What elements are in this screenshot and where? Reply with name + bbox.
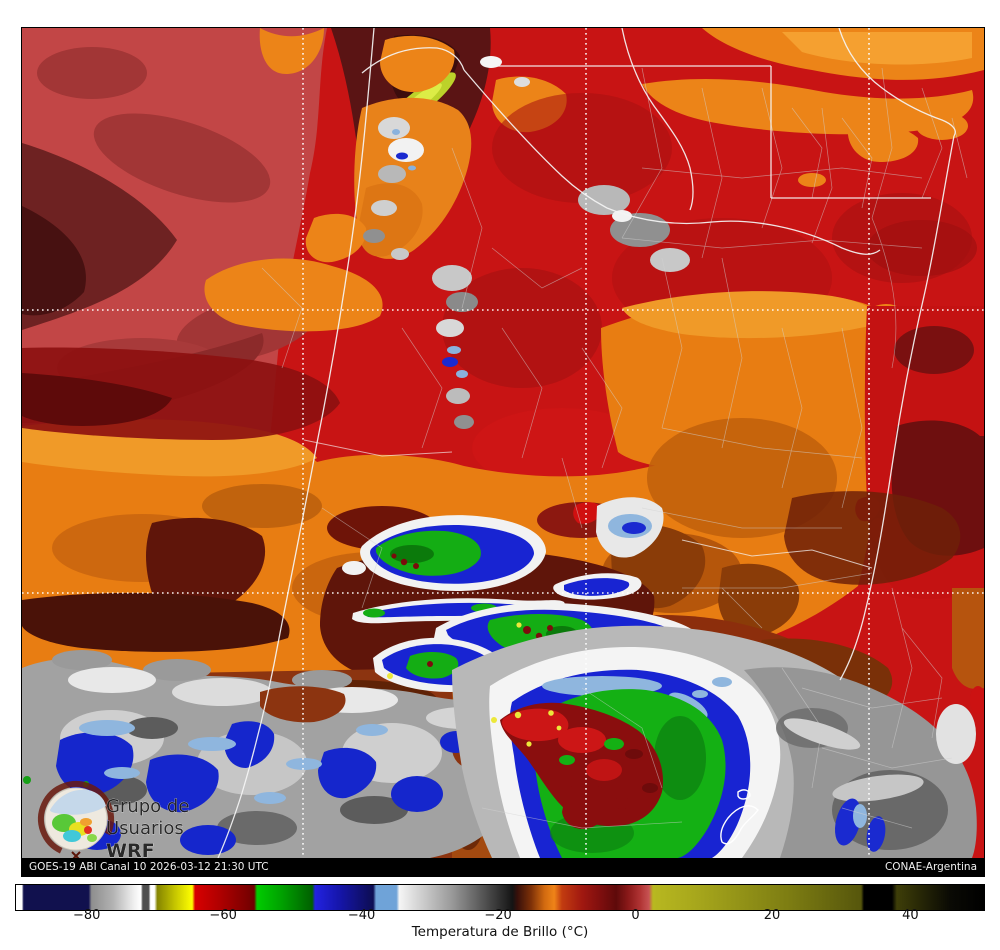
border-pilcomayo-river — [463, 69, 608, 209]
border-paraguay-chaco — [494, 65, 931, 199]
wrf-logo-ring — [38, 781, 114, 857]
colorbar-tick: −80 — [72, 908, 101, 923]
border-bolivia-nw — [361, 47, 465, 74]
satellite-map-image: Grupo de Usuarios WRF — [22, 28, 984, 858]
colorbar-tick: 0 — [631, 908, 640, 923]
graticule — [22, 28, 984, 858]
agency-credit: CONAE-Argentina — [884, 861, 977, 873]
colorbar-tick: −60 — [209, 908, 237, 923]
logo-text-line1: Grupo de — [106, 796, 189, 817]
border-chile-argentina — [217, 28, 375, 858]
border-parana-river — [606, 207, 881, 255]
colorbar-tick: −40 — [347, 908, 376, 923]
map-frame: Grupo de Usuarios WRF GOES-19 ABI Canal … — [21, 27, 985, 877]
colorbar-tick-labels: −80 −60 −40 −20 0 20 40 — [16, 908, 984, 924]
colorbar-tick: 40 — [902, 908, 919, 923]
logo-text-line2: Usuarios — [106, 818, 184, 839]
main-storm-complex — [452, 625, 977, 858]
province-borders — [261, 67, 968, 829]
product-timestamp: GOES-19 ABI Canal 10 2026-03-12 21:30 UT… — [29, 861, 269, 873]
info-bar: GOES-19 ABI Canal 10 2026-03-12 21:30 UT… — [22, 858, 984, 876]
border-uruguay-river — [839, 135, 955, 681]
country-borders — [217, 28, 956, 858]
border-paraguay-brazil — [838, 28, 956, 137]
colorbar-tick: −20 — [484, 908, 512, 923]
wrf-logo: Grupo de Usuarios WRF — [38, 781, 190, 858]
colorbar-axis-label: Temperatura de Brillo (°C) — [411, 924, 589, 940]
colorbar-tick: 20 — [763, 908, 781, 923]
colorbar — [15, 884, 985, 911]
wrf-logo-mark — [71, 851, 81, 858]
logo-text-line3: WRF — [106, 840, 155, 858]
